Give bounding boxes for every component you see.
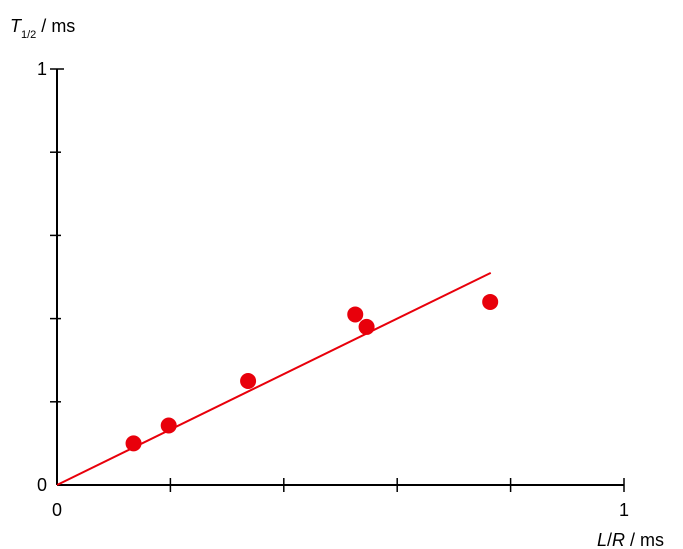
data-point — [347, 306, 364, 323]
tick-labels: 0 1 0 1 — [37, 59, 629, 520]
x-axis-unit: ms — [640, 530, 664, 549]
ticks — [50, 68, 625, 492]
x-axis-variable: L/R — [597, 530, 625, 549]
data-point — [125, 435, 142, 452]
axes — [56, 69, 624, 486]
data-point — [240, 373, 257, 389]
fit-line — [56, 271, 492, 486]
fit-line-group — [56, 271, 492, 486]
y-axis-title: T1/2/ ms — [10, 16, 75, 41]
y-tick-label-min: 0 — [37, 475, 47, 495]
x-tick-label-max: 1 — [619, 500, 629, 520]
x-axis-title: L/R / ms — [597, 530, 664, 549]
x-tick-label-min: 0 — [52, 500, 62, 520]
y-axis-unit: ms — [51, 16, 75, 36]
y-tick-label-max: 1 — [37, 59, 47, 79]
y-axis-variable: T — [10, 16, 23, 36]
y-axis-subscript: 1/2 — [21, 29, 36, 41]
data-point — [482, 293, 499, 310]
data-points — [125, 293, 499, 452]
data-point — [358, 318, 375, 335]
data-point — [160, 417, 177, 434]
